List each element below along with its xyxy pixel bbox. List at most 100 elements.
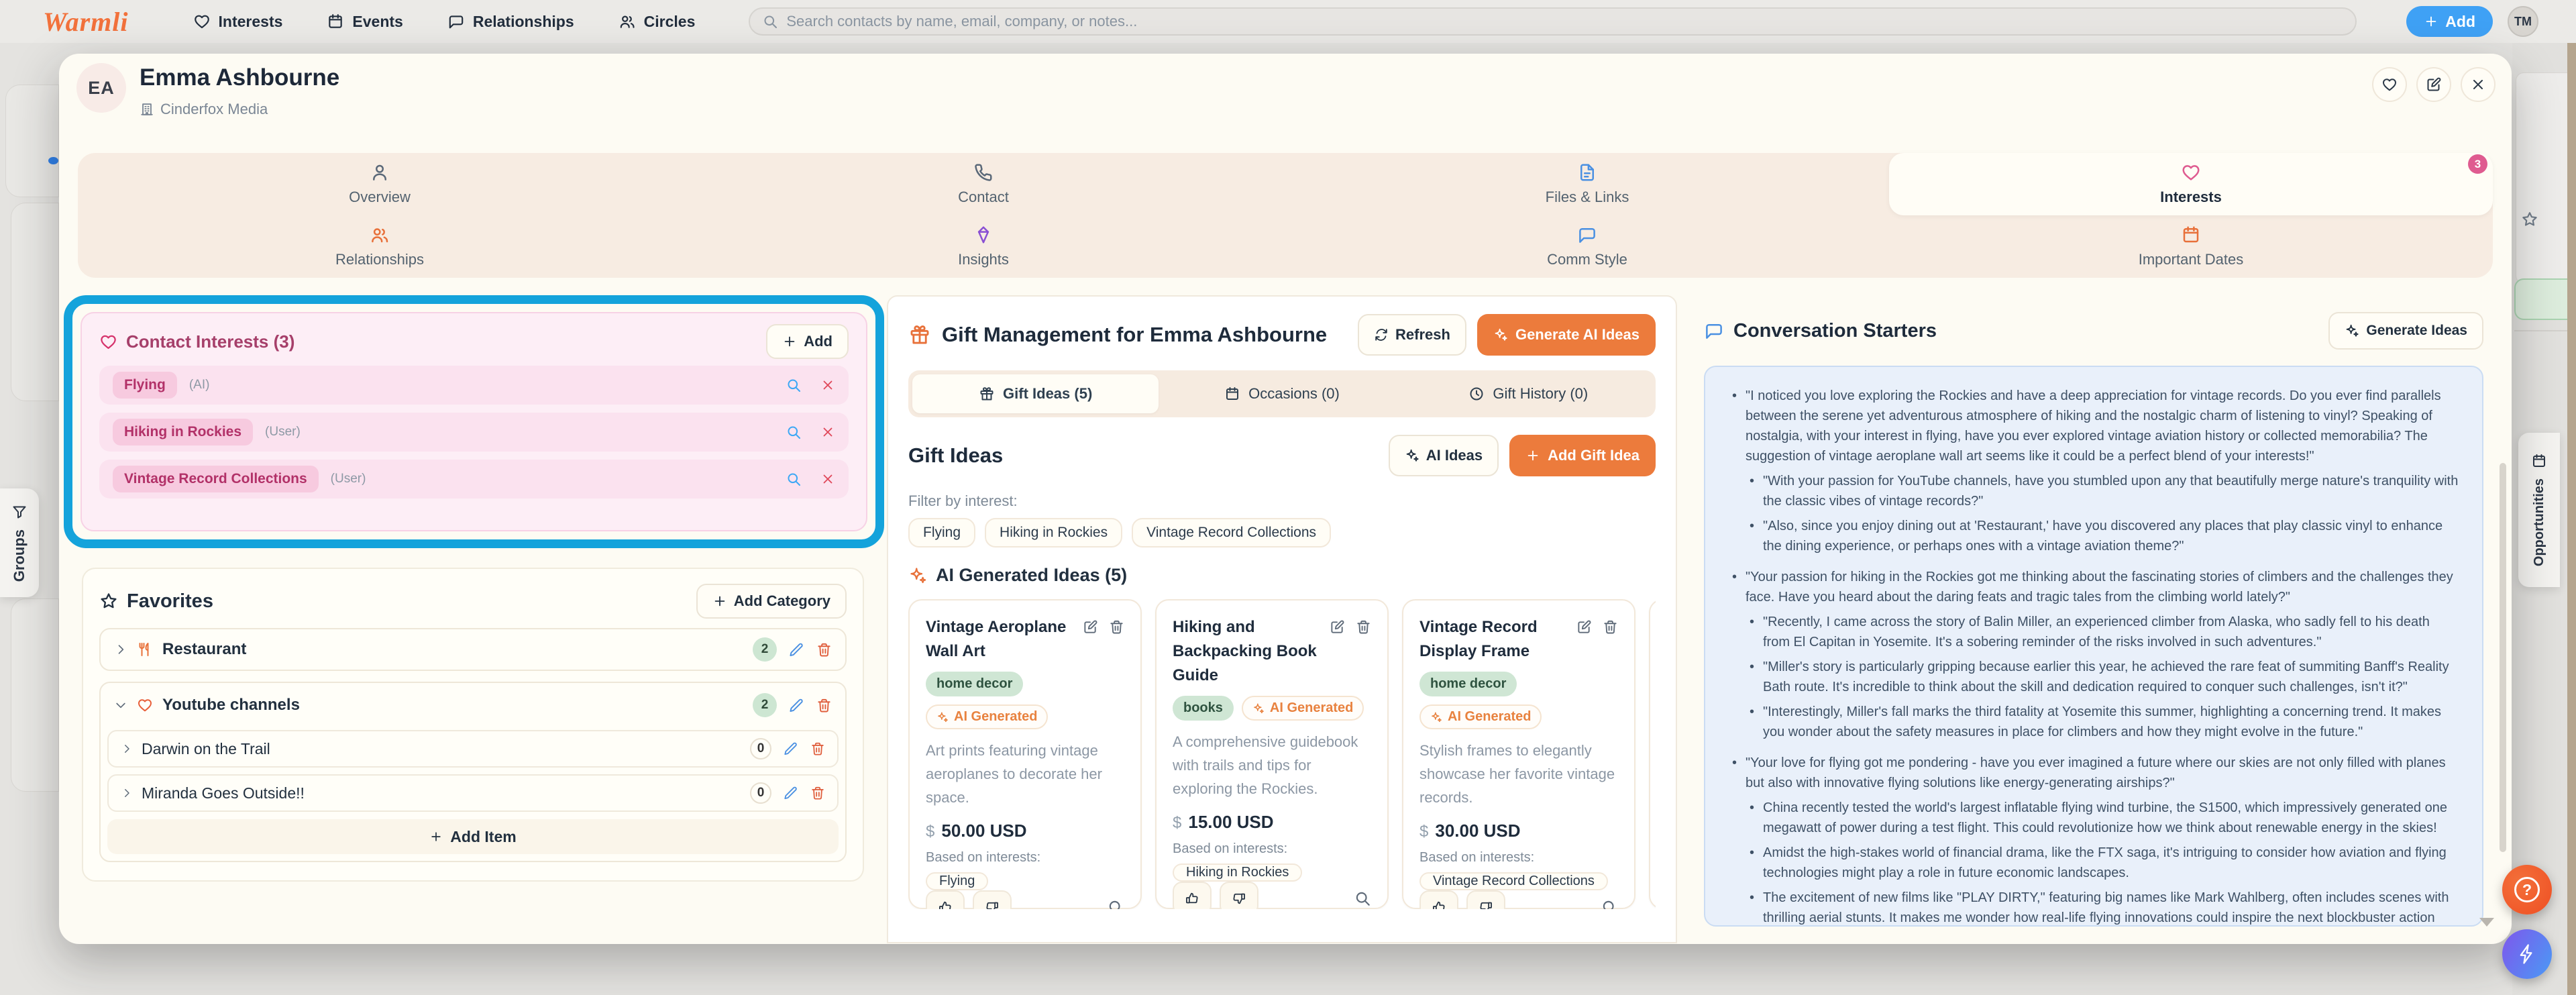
add-item-button[interactable]: Add Item	[107, 819, 839, 854]
filter-pill-hiking[interactable]: Hiking in Rockies	[985, 518, 1123, 547]
sparkle-icon	[1405, 448, 1419, 463]
gift-card-title: Hiking and Backpacking Book Guide	[1173, 618, 1317, 684]
item-count-badge: 0	[750, 738, 771, 760]
nav-item-relationships[interactable]: Relationships	[447, 13, 574, 31]
trash-icon[interactable]	[816, 642, 832, 658]
currency-symbol: $	[1173, 813, 1182, 832]
pencil-icon[interactable]	[789, 698, 804, 713]
search-input[interactable]	[786, 13, 2344, 30]
remove-interest-icon[interactable]	[820, 472, 835, 486]
tab-insights[interactable]: Insights	[682, 215, 1285, 278]
favorite-contact-button[interactable]	[2372, 67, 2407, 102]
trash-icon[interactable]	[1356, 619, 1371, 635]
chevron-right-icon[interactable]	[114, 643, 127, 656]
thumbs-up-button[interactable]	[1419, 890, 1458, 909]
trash-icon[interactable]	[810, 741, 825, 756]
tab-contact[interactable]: Contact	[682, 153, 1285, 215]
quick-actions-fab[interactable]	[2502, 929, 2552, 979]
ai-ideas-button[interactable]: AI Ideas	[1388, 435, 1499, 476]
refresh-button[interactable]: Refresh	[1358, 314, 1466, 356]
search-gift-icon[interactable]	[1601, 898, 1618, 909]
modal-scrollbar-thumb[interactable]	[2500, 463, 2506, 852]
edit-icon[interactable]	[1576, 619, 1592, 635]
thumbs-down-button[interactable]	[973, 890, 1012, 909]
add-interest-button[interactable]: Add	[766, 324, 849, 359]
favorite-category-restaurant[interactable]: Restaurant 2	[99, 628, 847, 671]
company-name: Cinderfox Media	[160, 101, 268, 117]
ai-ideas-label: AI Ideas	[1426, 447, 1483, 464]
tab-interests[interactable]: Interests 3	[1889, 153, 2493, 215]
youtube-category-header[interactable]: Youtube channels 2	[107, 687, 839, 723]
search-interest-icon[interactable]	[786, 471, 802, 487]
user-avatar[interactable]: TM	[2508, 6, 2538, 37]
contact-name: Emma Ashbourne	[140, 64, 340, 91]
page-scrollbar[interactable]	[2567, 43, 2576, 995]
help-fab[interactable]: ?	[2502, 865, 2552, 914]
sparkle-icon	[936, 711, 949, 723]
trash-icon[interactable]	[810, 786, 825, 800]
favorite-item-darwin[interactable]: Darwin on the Trail 0	[107, 730, 839, 768]
pencil-icon[interactable]	[784, 741, 798, 756]
search-gift-icon[interactable]	[1354, 890, 1371, 907]
top-navigation-bar: Warmli Interests Events Relationships Ci…	[0, 0, 2576, 43]
edit-icon[interactable]	[1083, 619, 1098, 635]
chevron-right-icon[interactable]	[121, 743, 133, 755]
tab-occasions[interactable]: Occasions (0)	[1159, 374, 1405, 413]
tab-gift-history[interactable]: Gift History (0)	[1405, 374, 1652, 413]
edit-contact-button[interactable]	[2416, 67, 2451, 102]
gift-management-panel: Gift Management for Emma Ashbourne Refre…	[887, 295, 1677, 943]
item-name: Miranda Goes Outside!!	[142, 784, 305, 802]
gift-idea-cards-row[interactable]: Vintage Aeroplane Wall Art home decor AI…	[908, 599, 1656, 909]
thumbs-down-button[interactable]	[1466, 890, 1505, 909]
tab-relationships[interactable]: Relationships	[78, 215, 682, 278]
generate-ai-ideas-button[interactable]: Generate AI Ideas	[1477, 314, 1656, 356]
tab-files-links[interactable]: Files & Links	[1285, 153, 1889, 215]
pencil-icon[interactable]	[784, 786, 798, 800]
add-interest-label: Add	[804, 333, 833, 350]
filter-pill-flying[interactable]: Flying	[908, 518, 976, 547]
tab-gift-ideas[interactable]: Gift Ideas (5)	[912, 374, 1159, 413]
remove-interest-icon[interactable]	[820, 425, 835, 439]
plus-icon	[2424, 14, 2438, 29]
add-category-button[interactable]: Add Category	[696, 584, 847, 619]
add-gift-idea-button[interactable]: Add Gift Idea	[1509, 435, 1656, 476]
chat-icon	[447, 13, 465, 30]
calendar-icon	[327, 13, 344, 30]
conversation-starters-title: Conversation Starters	[1733, 319, 1937, 342]
conversation-starters-card[interactable]: "I noticed you love exploring the Rockie…	[1704, 366, 2483, 927]
app-logo[interactable]: Warmli	[43, 6, 129, 37]
search-gift-icon[interactable]	[1107, 898, 1124, 909]
tab-overview[interactable]: Overview	[78, 153, 682, 215]
nav-item-events[interactable]: Events	[327, 13, 403, 31]
tab-comm-style[interactable]: Comm Style	[1285, 215, 1889, 278]
opportunities-rail-tab[interactable]: Opportunities	[2518, 433, 2560, 587]
chevron-down-icon[interactable]	[114, 698, 127, 712]
nav-label: Circles	[643, 12, 696, 30]
trash-icon[interactable]	[1603, 619, 1618, 635]
nav-item-interests[interactable]: Interests	[193, 13, 282, 31]
nav-item-circles[interactable]: Circles	[619, 12, 696, 31]
generate-ideas-label: Generate Ideas	[2366, 323, 2467, 338]
question-icon: ?	[2514, 877, 2540, 902]
search-interest-icon[interactable]	[786, 377, 802, 393]
search-interest-icon[interactable]	[786, 424, 802, 440]
edit-icon	[2426, 76, 2442, 93]
trash-icon[interactable]	[816, 698, 832, 713]
conversation-starters-panel: Conversation Starters Generate Ideas "I …	[1704, 312, 2483, 927]
add-contact-button[interactable]: Add	[2406, 6, 2493, 37]
pencil-icon[interactable]	[789, 642, 804, 658]
chevron-right-icon[interactable]	[121, 787, 133, 799]
edit-icon[interactable]	[1330, 619, 1345, 635]
remove-interest-icon[interactable]	[820, 378, 835, 392]
close-modal-button[interactable]	[2461, 67, 2496, 102]
thumbs-up-button[interactable]	[1173, 881, 1212, 909]
thumbs-up-button[interactable]	[926, 890, 965, 909]
trash-icon[interactable]	[1109, 619, 1124, 635]
generate-ideas-button[interactable]: Generate Ideas	[2328, 312, 2483, 350]
filter-pill-vintage[interactable]: Vintage Record Collections	[1132, 518, 1332, 547]
favorite-item-miranda[interactable]: Miranda Goes Outside!! 0	[107, 774, 839, 812]
sparkle-icon	[908, 566, 927, 585]
thumbs-down-button[interactable]	[1220, 881, 1258, 909]
tab-important-dates[interactable]: Important Dates	[1889, 215, 2493, 278]
groups-rail-tab[interactable]: Groups	[0, 488, 39, 597]
